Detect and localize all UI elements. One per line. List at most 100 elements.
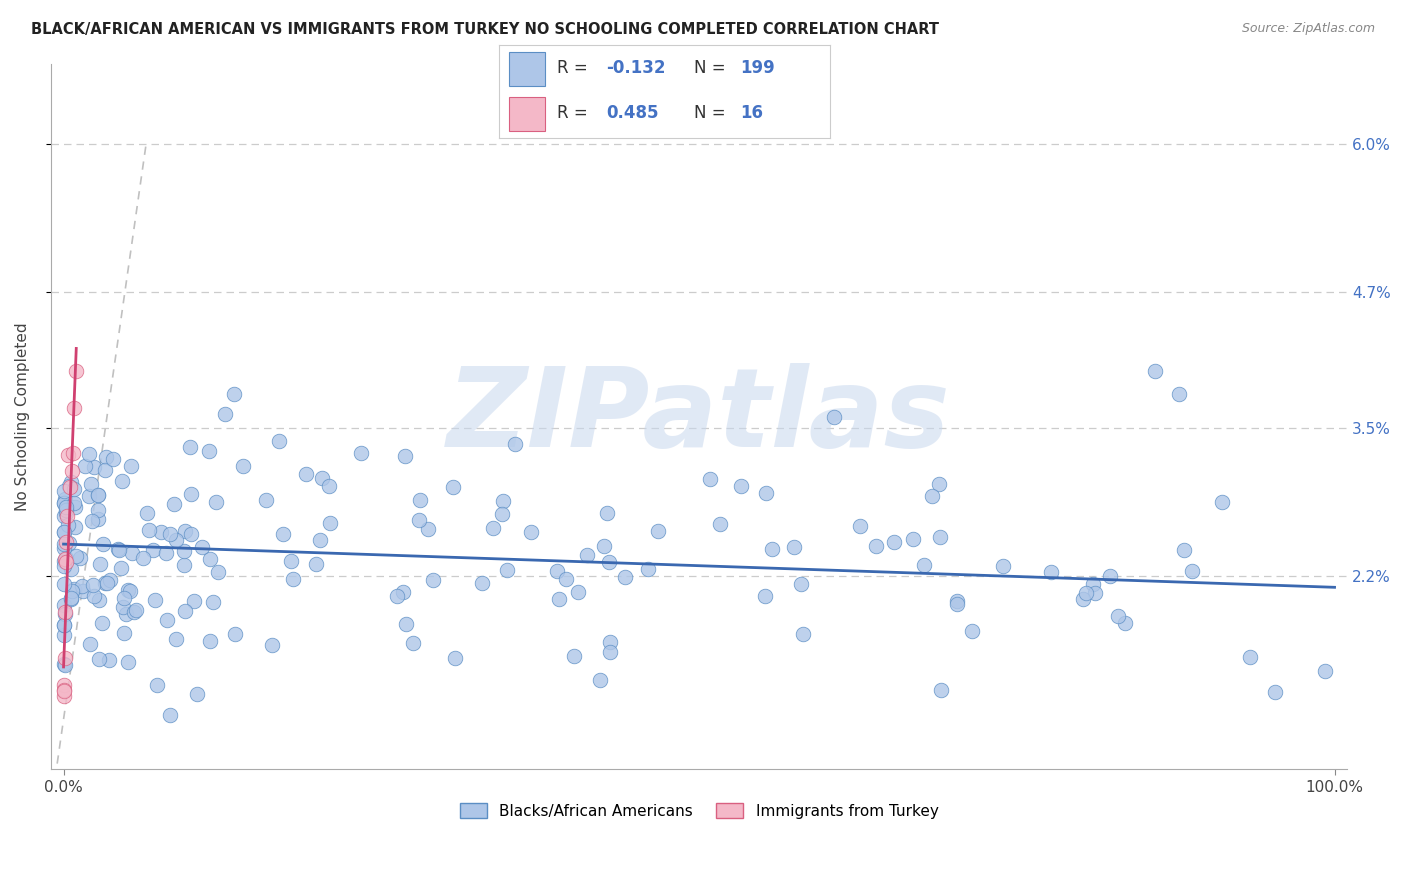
Y-axis label: No Schooling Completed: No Schooling Completed <box>15 322 30 511</box>
Point <box>69 551 91 566</box>
Point <box>256 493 278 508</box>
Point <box>55 506 77 520</box>
Point <box>960 624 983 638</box>
Point <box>191 540 214 554</box>
Point <box>232 459 254 474</box>
Point <box>52 554 75 568</box>
Point <box>309 533 332 547</box>
Point <box>647 524 669 538</box>
Point <box>59 475 82 489</box>
Point <box>59 591 82 606</box>
Point <box>155 546 177 560</box>
Point <box>62 582 84 596</box>
Point <box>53 607 76 621</box>
Point <box>1181 565 1204 579</box>
Point <box>94 575 117 590</box>
Point <box>62 584 84 599</box>
Text: N =: N = <box>695 104 731 122</box>
Point <box>198 552 221 566</box>
Text: 16: 16 <box>741 104 763 122</box>
Point <box>205 495 228 509</box>
Point <box>283 572 305 586</box>
Point <box>87 593 110 607</box>
Point <box>280 553 302 567</box>
Point <box>117 582 139 597</box>
Point <box>201 595 224 609</box>
Point <box>1168 387 1191 401</box>
Point <box>271 527 294 541</box>
Point <box>70 579 93 593</box>
Point <box>520 524 543 539</box>
Point <box>928 476 950 491</box>
Point <box>89 557 111 571</box>
Point <box>790 577 813 591</box>
Point <box>53 606 76 620</box>
Point <box>179 440 201 454</box>
Point <box>91 616 114 631</box>
Point <box>180 487 202 501</box>
Point <box>588 673 610 688</box>
Point <box>53 650 76 665</box>
Point <box>394 450 416 464</box>
Point <box>112 591 135 605</box>
Point <box>83 459 105 474</box>
Point <box>408 513 430 527</box>
Point <box>73 459 96 474</box>
Point <box>849 518 872 533</box>
Point <box>52 617 75 632</box>
Bar <box>509 52 546 86</box>
Text: 0.485: 0.485 <box>606 104 659 122</box>
Point <box>1107 608 1129 623</box>
Point <box>143 593 166 607</box>
Point <box>77 489 100 503</box>
Point <box>546 564 568 578</box>
Point <box>83 589 105 603</box>
Point <box>222 387 245 401</box>
Point <box>55 555 77 569</box>
Point <box>1211 495 1233 509</box>
Point <box>792 627 814 641</box>
Point <box>62 401 84 416</box>
Point <box>1239 649 1261 664</box>
Point <box>118 584 141 599</box>
Point <box>63 519 86 533</box>
Point <box>55 551 77 566</box>
Point <box>107 541 129 556</box>
Point <box>1039 565 1062 579</box>
Point <box>441 480 464 494</box>
Point <box>132 551 155 566</box>
Point <box>1071 592 1094 607</box>
Point <box>1264 685 1286 699</box>
Point <box>262 638 284 652</box>
Point <box>173 604 195 618</box>
Point <box>122 606 145 620</box>
Point <box>180 527 202 541</box>
Point <box>86 502 108 516</box>
Point <box>159 707 181 722</box>
Point <box>86 488 108 502</box>
Point <box>613 570 636 584</box>
Point <box>142 542 165 557</box>
Point <box>165 632 187 646</box>
Point <box>101 451 124 466</box>
Point <box>53 552 76 566</box>
Text: -0.132: -0.132 <box>606 60 666 78</box>
Point <box>481 521 503 535</box>
Point <box>165 533 187 547</box>
Point <box>65 549 87 563</box>
Point <box>385 589 408 603</box>
Point <box>59 591 82 606</box>
Point <box>65 500 87 515</box>
Point <box>1098 569 1121 583</box>
Point <box>62 446 84 460</box>
Point <box>111 474 134 488</box>
Point <box>1313 664 1336 678</box>
Point <box>761 542 783 557</box>
Text: Source: ZipAtlas.com: Source: ZipAtlas.com <box>1241 22 1375 36</box>
Point <box>52 677 75 691</box>
Point <box>94 463 117 477</box>
Point <box>53 496 76 510</box>
Point <box>319 516 342 530</box>
Point <box>991 559 1014 574</box>
Point <box>921 489 943 503</box>
